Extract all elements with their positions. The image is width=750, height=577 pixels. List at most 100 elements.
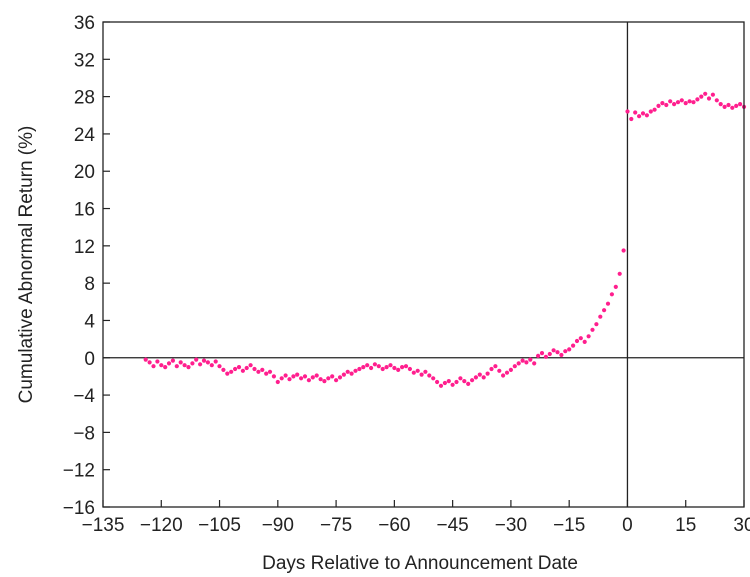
data-point <box>730 105 735 110</box>
data-point <box>431 376 436 381</box>
data-point <box>403 364 409 369</box>
data-point <box>260 367 265 372</box>
data-point <box>640 111 646 116</box>
data-point <box>302 374 308 379</box>
data-point <box>198 362 203 367</box>
data-point <box>574 338 580 344</box>
data-point <box>314 373 319 378</box>
data-point <box>182 363 187 368</box>
y-tick-label: 0 <box>84 349 95 370</box>
y-tick-label: 24 <box>74 125 96 146</box>
data-point <box>388 363 393 368</box>
y-tick-label: 20 <box>74 162 95 183</box>
data-point <box>722 104 727 109</box>
data-point <box>703 91 708 96</box>
data-point <box>648 109 653 114</box>
data-point <box>267 369 273 374</box>
data-point <box>734 103 739 108</box>
data-point <box>582 339 587 344</box>
data-point <box>489 366 494 372</box>
data-point <box>400 365 405 370</box>
data-point <box>590 327 595 332</box>
data-point <box>699 94 704 99</box>
data-point <box>229 369 234 374</box>
data-point <box>213 359 218 364</box>
data-point <box>613 284 618 289</box>
data-point <box>236 365 242 370</box>
data-points <box>143 91 747 388</box>
data-point <box>450 382 455 387</box>
data-point <box>357 366 362 372</box>
y-tick-label: −12 <box>63 461 95 482</box>
data-point <box>481 375 486 380</box>
data-point <box>349 371 354 376</box>
data-point <box>567 347 572 352</box>
y-tick-label: 32 <box>74 50 95 71</box>
data-point <box>454 379 459 385</box>
data-point <box>392 365 397 371</box>
data-point <box>660 101 665 106</box>
data-point <box>633 110 638 115</box>
data-point <box>295 372 300 377</box>
data-point <box>353 368 358 373</box>
data-point <box>194 357 199 362</box>
data-point <box>664 102 669 108</box>
data-point <box>151 364 156 369</box>
data-point <box>695 97 700 102</box>
data-point <box>559 352 564 358</box>
y-tick-label: 8 <box>84 274 95 295</box>
x-tick-label: −120 <box>140 515 183 536</box>
y-axis: −16 −12 −8 −4 0 4 8 12 16 20 24 28 32 36 <box>63 13 110 519</box>
data-point <box>508 367 513 372</box>
data-point <box>594 322 599 327</box>
x-tick-label: −75 <box>320 515 352 536</box>
data-point <box>252 366 257 372</box>
data-point <box>233 366 238 372</box>
reference-lines <box>103 22 744 507</box>
data-point <box>555 350 560 355</box>
data-point <box>586 334 591 339</box>
data-point <box>571 343 576 348</box>
data-point <box>598 314 603 319</box>
data-point <box>306 378 311 383</box>
x-tick-label: −45 <box>437 515 469 536</box>
data-point <box>462 379 467 384</box>
data-point <box>718 102 723 107</box>
data-point <box>407 366 412 372</box>
data-point <box>310 375 315 380</box>
x-tick-label: −15 <box>553 515 585 536</box>
data-point <box>217 364 222 369</box>
data-point <box>174 364 179 369</box>
data-point <box>438 383 444 388</box>
x-tick-label: 30 <box>733 515 750 536</box>
data-point <box>178 360 183 365</box>
data-point <box>470 378 475 383</box>
data-point <box>687 99 692 104</box>
data-point <box>466 381 471 386</box>
x-tick-label: 0 <box>622 515 633 536</box>
data-point <box>326 376 331 381</box>
data-point <box>602 308 607 313</box>
data-point <box>710 92 716 97</box>
data-point <box>656 103 661 108</box>
y-axis-title: Cumulative Abnormal Return (%) <box>16 126 37 404</box>
data-point <box>442 380 447 386</box>
data-point <box>532 361 537 366</box>
data-point <box>691 100 696 105</box>
data-point <box>205 360 210 365</box>
data-point <box>609 292 615 297</box>
data-point <box>341 372 346 377</box>
plot-frame <box>102 21 745 508</box>
data-point <box>186 365 191 370</box>
data-point <box>473 375 478 380</box>
data-point <box>668 99 673 104</box>
data-point <box>423 369 428 374</box>
data-point <box>446 379 451 384</box>
data-point <box>672 102 677 107</box>
data-point <box>497 368 502 373</box>
data-point <box>738 102 743 107</box>
data-point <box>435 379 440 385</box>
x-axis: −135 −120 −105 −90 −75 −60 −45 −30 −15 0 15 30 <box>82 500 750 536</box>
y-tick-label: 16 <box>74 200 95 221</box>
data-point <box>637 114 642 119</box>
